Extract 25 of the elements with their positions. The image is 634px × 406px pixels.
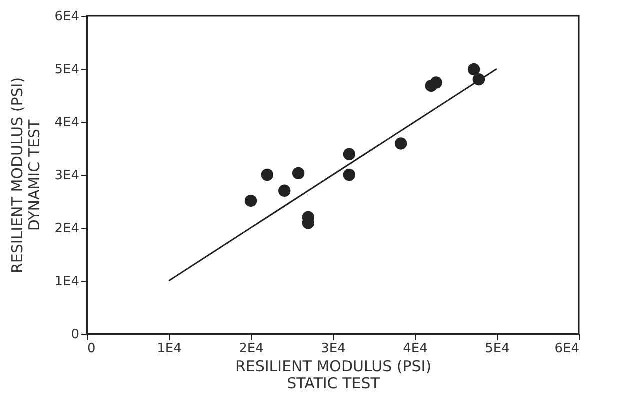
- y-tick-label: 4E4: [54, 116, 80, 130]
- point: [468, 63, 480, 76]
- y-tick-label: 0: [71, 328, 80, 342]
- point: [394, 138, 408, 150]
- point: [343, 148, 356, 160]
- x-tick-label: 6E4: [554, 342, 580, 356]
- y-tick-label: 6E4: [54, 10, 80, 24]
- point: [244, 194, 258, 208]
- point: [343, 168, 356, 182]
- x-tick-label: 5E4: [485, 342, 510, 356]
- x-tick-label: 4E4: [403, 342, 428, 356]
- point: [292, 167, 305, 180]
- point: [278, 184, 291, 198]
- point: [430, 76, 442, 89]
- y-tick-label: 1E4: [54, 274, 80, 290]
- x-tick-label: 2E4: [239, 342, 264, 356]
- x-tick-label: 1E4: [157, 342, 182, 356]
- y-tick-label: 5E4: [54, 62, 80, 78]
- point: [261, 168, 274, 182]
- x-tick-label: 0: [88, 342, 96, 356]
- y-axis-title: RESILIENT MODULUS (PSI) DYNAMIC TEST: [8, 77, 44, 274]
- x-tick-label: 3E4: [321, 342, 346, 356]
- y-tick-label: 3E4: [54, 168, 80, 184]
- x-axis-title: RESILIENT MODULUS (PSI) STATIC TEST: [235, 358, 432, 392]
- y-tick-label: 2E4: [54, 222, 80, 236]
